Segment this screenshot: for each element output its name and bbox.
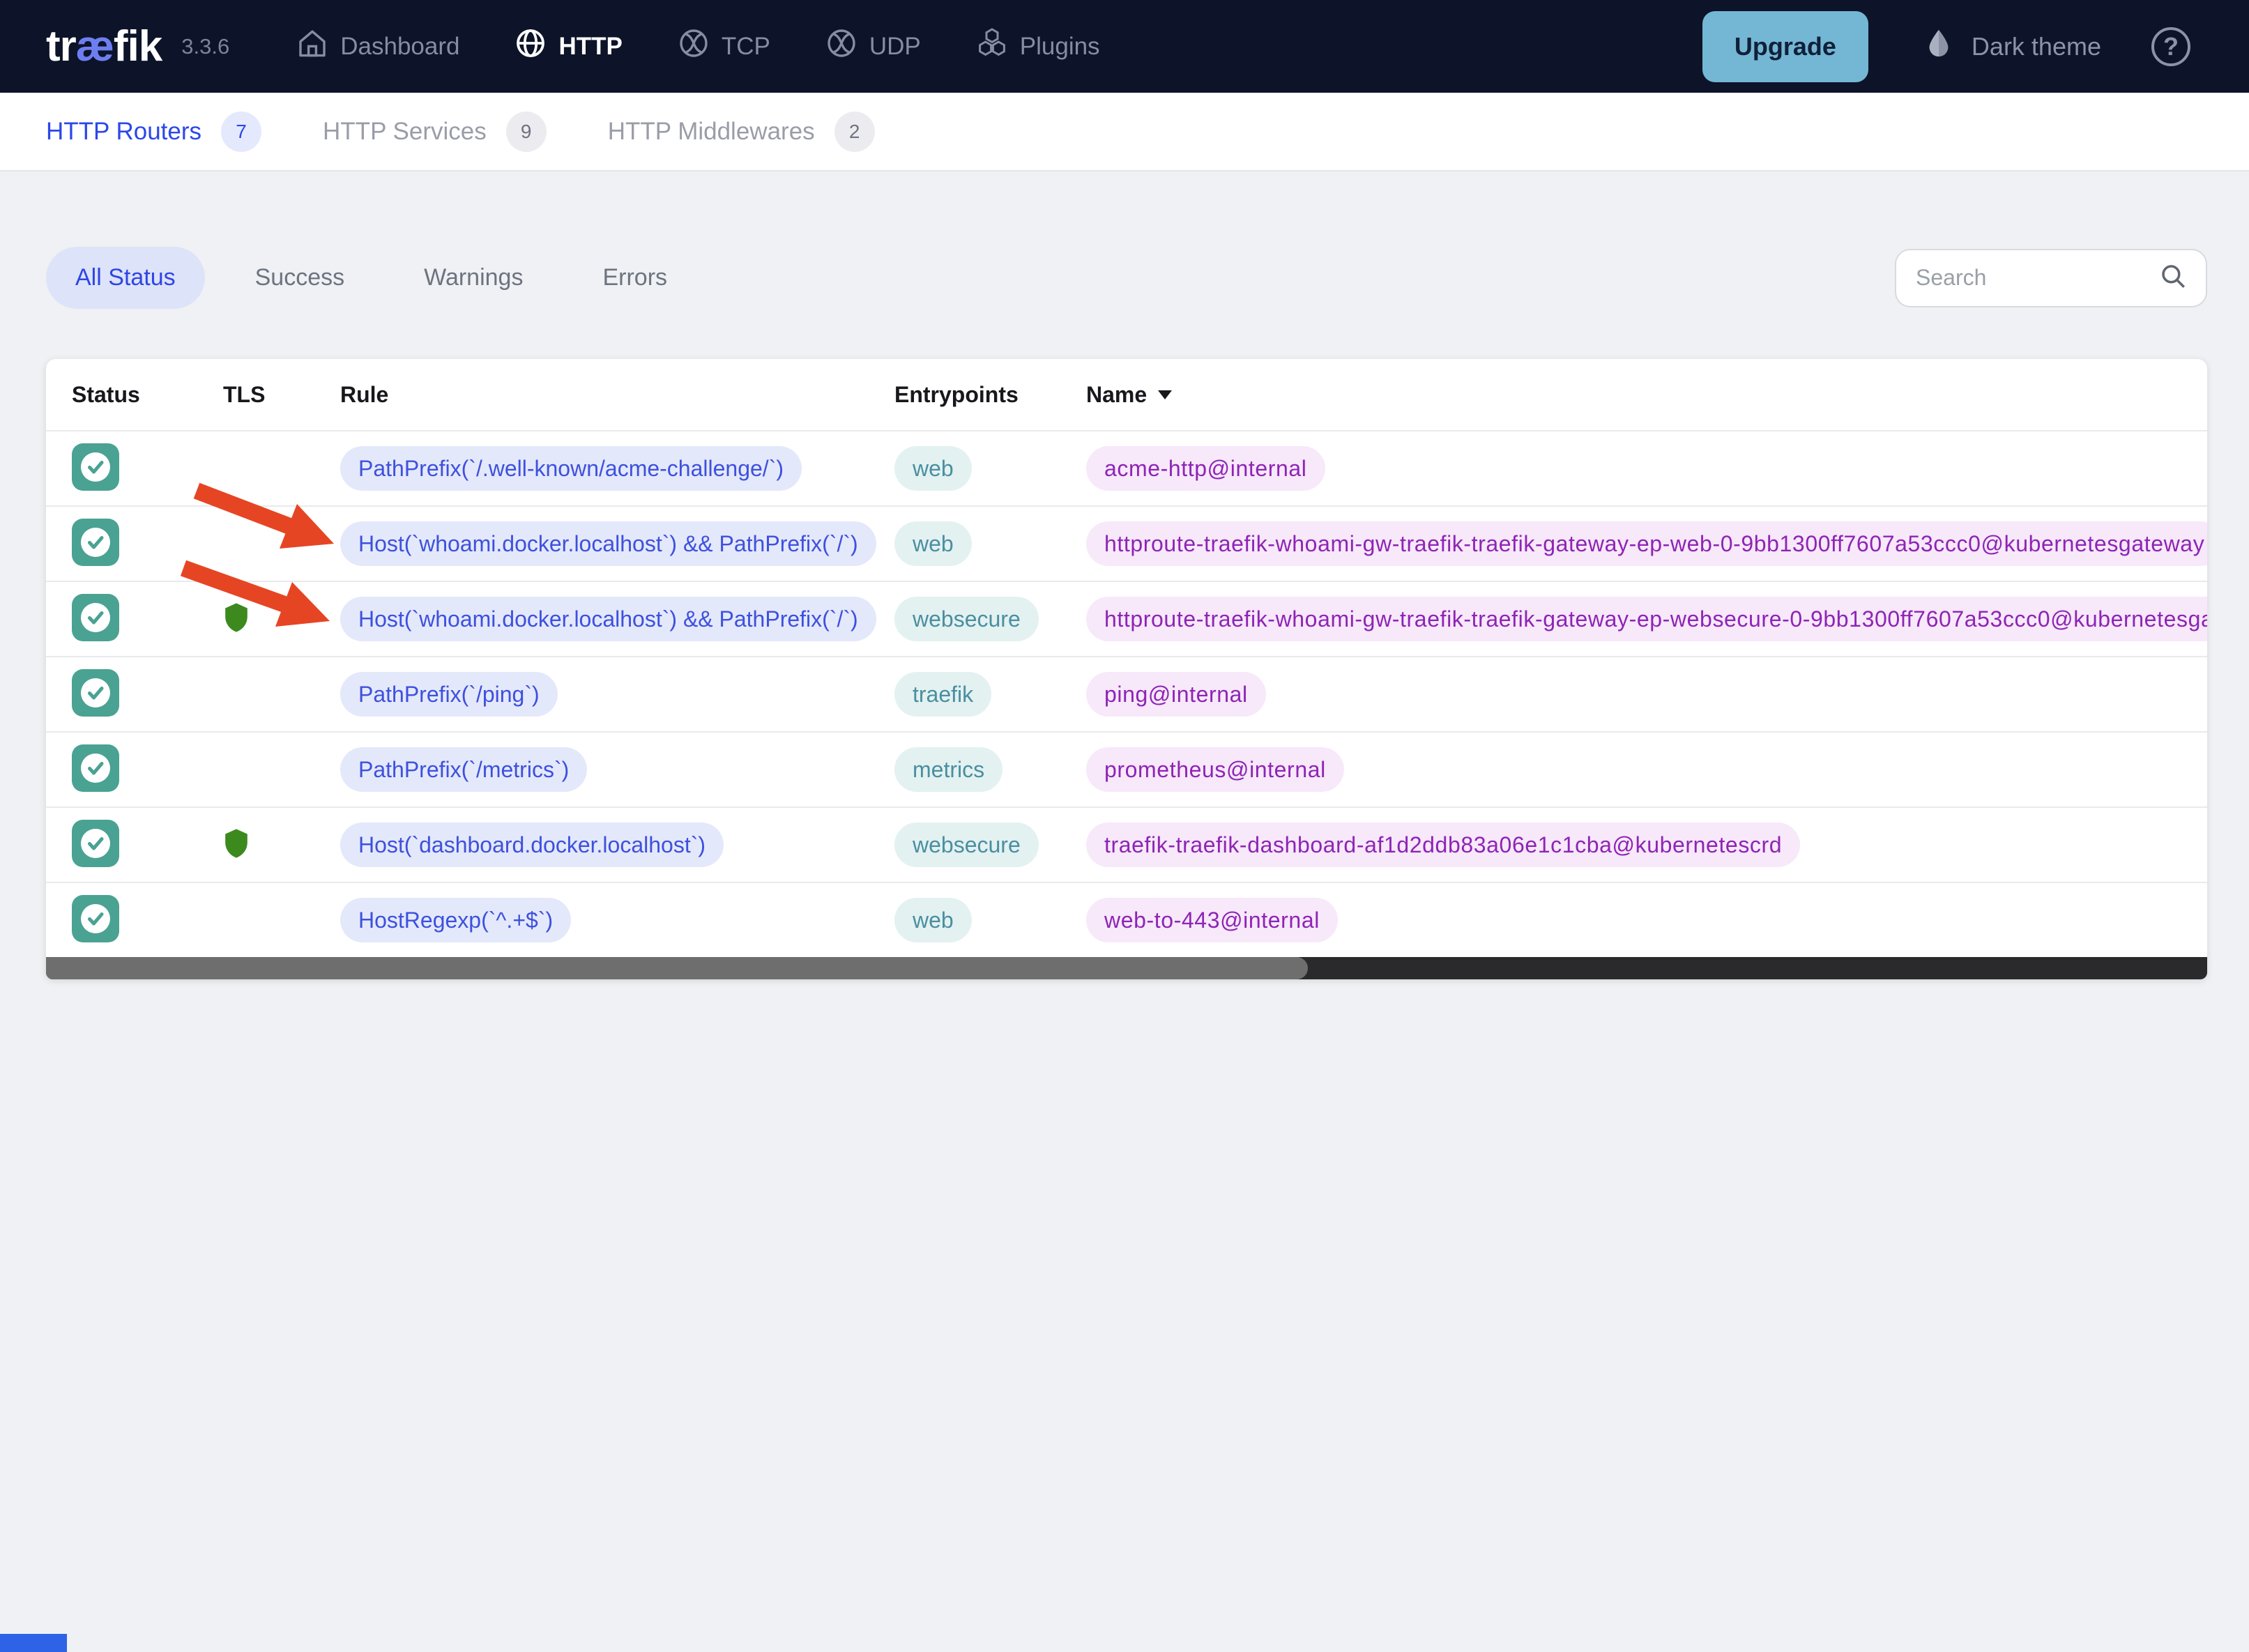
globe-icon	[514, 26, 547, 66]
entrypoint-pill: websecure	[894, 597, 1039, 641]
rule-pill: PathPrefix(`/ping`)	[340, 672, 558, 717]
rule-pill: HostRegexp(`^.+$`)	[340, 898, 572, 942]
table-row[interactable]: Host(`dashboard.docker.localhost`) webse…	[46, 806, 2207, 882]
table-row[interactable]: PathPrefix(`/.well-known/acme-challenge/…	[46, 430, 2207, 505]
rule-pill: Host(`whoami.docker.localhost`) && PathP…	[340, 521, 876, 566]
filter-tab-warnings[interactable]: Warnings	[424, 264, 524, 291]
column-header-entrypoints[interactable]: Entrypoints	[894, 381, 1019, 407]
top-navbar: træfik 3.3.6 Dashboard HTTP TCP UDP Plug…	[0, 0, 2249, 93]
horizontal-scrollbar-track[interactable]	[46, 957, 2207, 979]
entrypoint-pill: websecure	[894, 823, 1039, 867]
tcp-icon	[677, 26, 710, 66]
droplet-icon	[1923, 27, 1955, 66]
table-row[interactable]: Host(`whoami.docker.localhost`) && PathP…	[46, 505, 2207, 581]
rule-pill: Host(`whoami.docker.localhost`) && PathP…	[340, 597, 876, 641]
filter-tab-all-status[interactable]: All Status	[46, 247, 205, 309]
dark-theme-label: Dark theme	[1971, 31, 2101, 61]
dark-theme-toggle[interactable]: Dark theme	[1923, 27, 2101, 66]
traefik-logo[interactable]: træfik	[46, 22, 162, 70]
table-header-row: Status TLS Rule Entrypoints Name	[46, 359, 2207, 430]
status-success-icon	[72, 593, 119, 644]
section-tabs: HTTP Routers 7 HTTP Services 9 HTTP Midd…	[0, 93, 2249, 171]
status-success-icon	[72, 819, 119, 870]
name-pill: web-to-443@internal	[1086, 898, 1338, 942]
version-label: 3.3.6	[181, 33, 230, 59]
udp-icon	[825, 26, 858, 66]
name-pill: traefik-traefik-dashboard-af1d2ddb83a06e…	[1086, 823, 1801, 867]
search-box[interactable]	[1895, 248, 2207, 307]
table-row[interactable]: PathPrefix(`/ping`) traefik ping@interna…	[46, 656, 2207, 731]
column-header-tls[interactable]: TLS	[223, 381, 266, 407]
search-input[interactable]	[1914, 264, 2158, 291]
entrypoint-pill: metrics	[894, 747, 1003, 792]
middlewares-count-badge: 2	[834, 111, 875, 152]
table-body: PathPrefix(`/.well-known/acme-challenge/…	[46, 430, 2207, 957]
nav-item-plugins[interactable]: Plugins	[975, 26, 1100, 66]
status-filter-tabs: All Status Success Warnings Errors	[46, 247, 696, 309]
column-header-status[interactable]: Status	[72, 381, 140, 407]
nav-item-tcp[interactable]: TCP	[677, 26, 770, 66]
status-success-icon	[72, 668, 119, 719]
filter-row: All Status Success Warnings Errors	[46, 247, 2207, 309]
status-success-icon	[72, 443, 119, 494]
table-row[interactable]: Host(`whoami.docker.localhost`) && PathP…	[46, 581, 2207, 656]
nav-item-label: Dashboard	[340, 32, 460, 60]
status-success-icon	[72, 744, 119, 795]
tab-http-routers[interactable]: HTTP Routers 7	[46, 111, 262, 152]
horizontal-scrollbar-thumb[interactable]	[46, 957, 1308, 979]
help-icon[interactable]: ?	[2151, 26, 2190, 66]
filter-tab-errors[interactable]: Errors	[602, 264, 668, 291]
entrypoint-pill: web	[894, 898, 972, 942]
status-success-icon	[72, 518, 119, 569]
plugins-icon	[975, 26, 1009, 66]
rule-pill: PathPrefix(`/metrics`)	[340, 747, 588, 792]
logo-ae-accent: æ	[75, 22, 114, 70]
nav-item-udp[interactable]: UDP	[825, 26, 921, 66]
upgrade-button[interactable]: Upgrade	[1702, 10, 1868, 82]
nav-item-label: TCP	[721, 32, 770, 60]
entrypoint-pill: traefik	[894, 672, 992, 717]
table-row[interactable]: PathPrefix(`/metrics`) metrics prometheu…	[46, 731, 2207, 806]
column-header-name[interactable]: Name	[1086, 382, 2207, 408]
routers-table: Status TLS Rule Entrypoints Name PathPre…	[46, 359, 2207, 979]
tab-http-middlewares[interactable]: HTTP Middlewares 2	[608, 111, 875, 152]
nav-item-dashboard[interactable]: Dashboard	[296, 26, 459, 66]
column-header-rule[interactable]: Rule	[340, 381, 389, 407]
tls-shield-icon	[223, 828, 250, 862]
bottom-left-blue-strip	[0, 1634, 67, 1652]
search-icon	[2158, 261, 2188, 294]
name-pill: acme-http@internal	[1086, 446, 1325, 491]
entrypoint-pill: web	[894, 446, 972, 491]
rule-pill: Host(`dashboard.docker.localhost`)	[340, 823, 724, 867]
status-success-icon	[72, 894, 119, 945]
table-row[interactable]: HostRegexp(`^.+$`) web web-to-443@intern…	[46, 882, 2207, 957]
name-pill: httproute-traefik-whoami-gw-traefik-trae…	[1086, 597, 2207, 641]
routers-count-badge: 7	[221, 111, 262, 152]
sort-desc-icon	[1158, 390, 1173, 399]
tls-shield-icon	[223, 602, 250, 636]
nav-item-label: UDP	[869, 32, 921, 60]
services-count-badge: 9	[505, 111, 547, 152]
filter-tab-success[interactable]: Success	[254, 264, 345, 291]
nav-item-label: HTTP	[558, 32, 623, 60]
entrypoint-pill: web	[894, 521, 972, 566]
nav-item-http[interactable]: HTTP	[514, 26, 623, 66]
nav-item-label: Plugins	[1019, 32, 1100, 60]
name-pill: prometheus@internal	[1086, 747, 1344, 792]
home-icon	[296, 26, 329, 66]
name-pill: ping@internal	[1086, 672, 1266, 717]
name-pill: httproute-traefik-whoami-gw-traefik-trae…	[1086, 521, 2207, 566]
tab-http-services[interactable]: HTTP Services 9	[323, 111, 547, 152]
rule-pill: PathPrefix(`/.well-known/acme-challenge/…	[340, 446, 802, 491]
